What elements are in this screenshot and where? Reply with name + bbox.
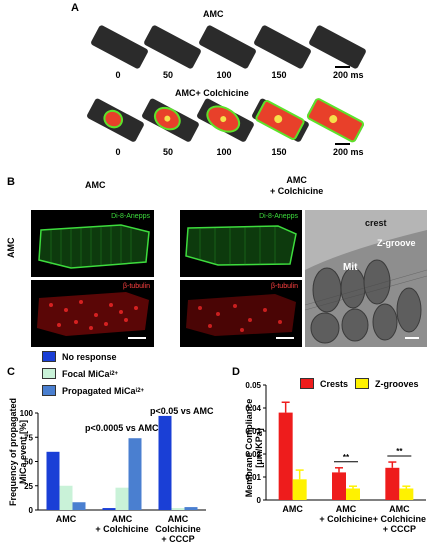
cell-frame-0 [87,98,144,142]
y-tick-label: 25 [24,482,33,491]
legend-swatch [42,368,56,379]
y-tick-label: 0.02 [245,450,261,459]
scale-bar [335,66,350,68]
annotation-p005: p<0.05 vs AMC [150,406,214,416]
y-tick-label: 0.01 [245,473,261,482]
di8-anepps-micrograph-colchicine: Di-8-Anepps [180,210,302,277]
bar [128,438,142,510]
time-label: 150 [271,70,287,80]
time-label-200: 200 ms [333,147,364,157]
em-mit-label: Mit [343,262,358,273]
bar [59,485,73,510]
panel-b-col1-title: AMC [85,180,106,190]
legend-swatch [42,385,56,396]
scale-bar [276,337,294,339]
x-category-label: AMC [282,504,303,514]
bar [184,507,198,510]
significance-marker: ** [396,447,403,456]
legend-swatch [355,378,369,389]
significance-marker: ** [343,453,350,462]
bar [278,412,293,500]
panel-c-label: C [7,366,15,378]
time-label: 0 [115,70,121,80]
legend-swatch [300,378,314,389]
bar [399,488,414,500]
cell-frame-50 [142,98,199,142]
y-tick-label: 75 [24,433,33,442]
x-category-label: AMC + Colchicine [95,514,148,534]
time-label: 100 [216,147,232,157]
legend-swatch [42,351,56,362]
legend-item: No response [42,351,117,362]
time-label: 100 [216,70,232,80]
y-tick-label: 100 [20,409,34,418]
bar [102,508,116,510]
x-category-label: AMC + Colchicine + CCCP [373,504,426,534]
panel-b-label: B [7,176,15,188]
cell-frame-100 [197,98,254,142]
scale-bar [335,143,350,145]
y-tick-label: 0 [29,506,34,515]
bar [115,487,129,510]
time-label: 50 [162,70,173,80]
time-label: 0 [115,147,121,157]
legend-item: Z-grooves [355,378,419,389]
cell-frame-200 [306,98,364,143]
tubulin-micrograph-colchicine: β-tubulin [180,280,302,347]
em-zgroove-label: Z-groove [377,238,416,248]
di8-anepps-micrograph-amc: Di-8-Anepps [31,210,154,277]
annotation-p00005: p<0.0005 vs AMC [85,423,159,433]
legend-item: Focal MiCa i 2+ [42,368,118,379]
electron-micrograph: crest Mit Z-groove [305,210,427,347]
bar [292,479,307,500]
scale-bar [405,337,419,339]
y-tick-label: 0 [257,496,262,505]
bar [385,467,400,500]
em-crest-label: crest [365,218,387,228]
bar [158,415,172,510]
legend-item: Crests [300,378,348,389]
y-tick-label: 50 [24,458,33,467]
y-tick-label: 0.03 [245,427,261,436]
colchicine-calcium-wave-images [87,98,364,143]
cell-frame-150 [252,98,309,142]
stain-label: Di-8-Anepps [259,213,298,220]
stain-label: β-tubulin [123,283,150,290]
bar [171,508,185,510]
time-label: 50 [162,147,173,157]
bar [46,451,60,510]
bar [332,472,346,500]
panel-a-label: A [71,2,79,14]
bar [346,488,360,500]
x-category-label: AMC + Colchicine [319,504,372,524]
panel-a-row1-title: AMC [203,9,224,19]
panel-a-row2-title: AMC+ Colchicine [175,88,249,98]
stain-label: β-tubulin [271,283,298,290]
x-category-label: AMC Colchicine + CCCP [155,514,201,544]
panel-b-col2-title: AMC + Colchicine [270,175,324,196]
x-category-label: AMC [56,514,77,524]
y-tick-label: 0.05 [245,381,261,390]
tubulin-micrograph-amc: β-tubulin [31,280,154,347]
bar [72,502,86,510]
time-label-200: 200 ms [333,70,364,80]
time-label: 150 [271,147,287,157]
legend-item: Propagated MiCa i 2+ [42,385,144,396]
stain-label: Di-8-Anepps [111,213,150,220]
scale-bar [128,337,146,339]
panel-d-label: D [232,366,240,378]
y-tick-label: 0.04 [245,404,261,413]
